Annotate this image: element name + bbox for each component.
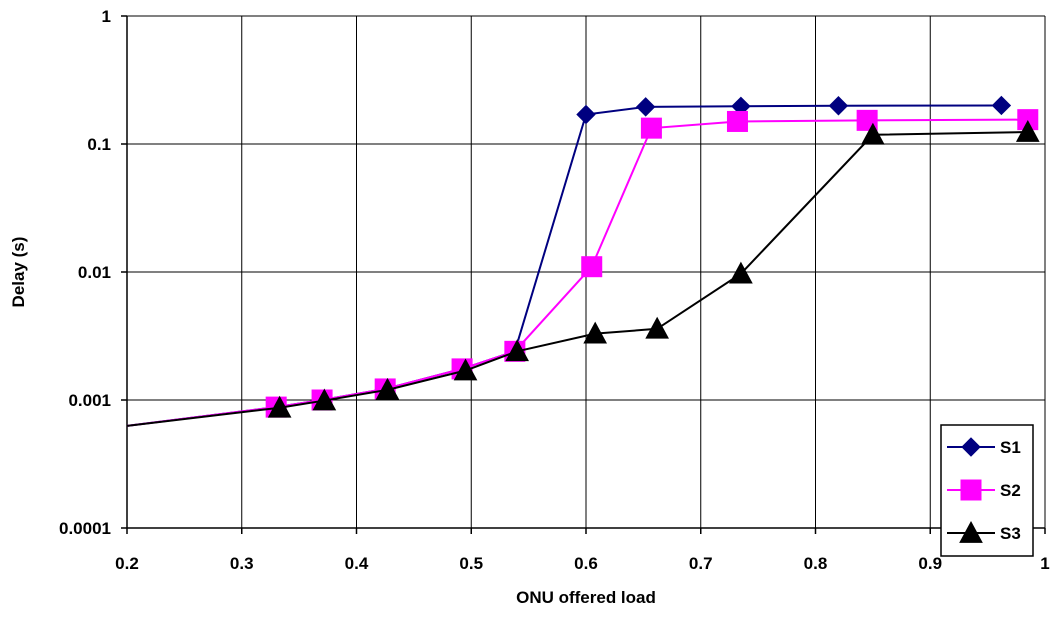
series-s3-marker <box>375 377 400 400</box>
series-s3-marker <box>861 122 885 145</box>
series-s1-marker <box>576 104 596 125</box>
series-s3-marker <box>1015 119 1040 142</box>
series-s3 <box>127 119 1040 427</box>
x-tick-label: 0.7 <box>689 554 713 573</box>
y-tick-label: 0.0001 <box>59 519 111 538</box>
series-s3-marker <box>583 321 608 344</box>
series-s3-marker <box>312 388 337 411</box>
series-s3-marker <box>729 261 753 284</box>
legend-s3-marker <box>959 520 983 543</box>
legend-s1-label: S1 <box>1000 438 1021 457</box>
y-axis-title: Delay (s) <box>9 237 28 308</box>
legend-s2-label: S2 <box>1000 481 1021 500</box>
series-s2-marker <box>581 256 603 278</box>
x-tick-label: 0.4 <box>345 554 369 573</box>
tick-labels: 0.2 0.3 0.4 0.5 0.6 0.7 0.8 0.9 1 0.0001 0.001 0.01… <box>59 7 1050 573</box>
x-tick-label: 0.9 <box>918 554 942 573</box>
series-layer <box>127 95 1040 427</box>
series-s1-marker <box>635 97 656 117</box>
x-tick-label: 0.5 <box>459 554 483 573</box>
series-s2-marker <box>726 110 748 132</box>
series-s3-marker <box>645 316 669 339</box>
x-tick-label: 0.6 <box>574 554 598 573</box>
series-s1-marker <box>828 96 849 116</box>
series-s3-marker <box>453 358 478 381</box>
y-tick-label: 1 <box>102 7 111 26</box>
axes <box>121 15 1046 534</box>
series-s2-marker <box>640 117 662 139</box>
x-tick-label: 1 <box>1040 554 1049 573</box>
x-tick-label: 0.3 <box>230 554 254 573</box>
series-s1-marker <box>991 95 1012 116</box>
series-s3-marker <box>267 395 292 418</box>
legend-s2-marker <box>960 479 982 501</box>
y-tick-label: 0.001 <box>68 391 111 410</box>
y-tick-label: 0.01 <box>78 263 111 282</box>
x-axis-title: ONU offered load <box>516 588 656 607</box>
series-s3-marker <box>505 339 529 362</box>
y-tick-label: 0.1 <box>87 135 111 154</box>
x-tick-label: 0.2 <box>115 554 139 573</box>
legend: S1 S2 S3 <box>940 424 1034 557</box>
legend-s3-label: S3 <box>1000 524 1021 543</box>
legend-s1-marker <box>961 437 981 457</box>
x-tick-label: 0.8 <box>804 554 828 573</box>
